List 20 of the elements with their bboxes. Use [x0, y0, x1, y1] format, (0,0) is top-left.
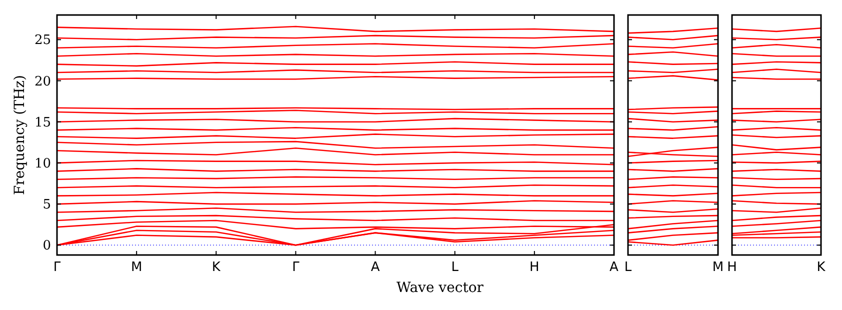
x-tick-label: K	[212, 260, 221, 275]
y-tick-label: 15	[34, 115, 51, 130]
x-axis-title: Wave vector	[396, 280, 484, 296]
x-tick-label: L	[624, 260, 632, 275]
y-tick-label: 20	[34, 74, 51, 90]
y-tick-label: 10	[34, 156, 51, 172]
y-axis-title: Frequency (THz)	[12, 74, 28, 196]
x-tick-label: L	[451, 260, 460, 275]
x-tick-label: Γ	[292, 260, 300, 275]
x-tick-label: H	[727, 260, 737, 275]
x-tick-label: A	[610, 260, 619, 275]
x-tick-label: H	[530, 260, 540, 275]
x-tick-label: M	[712, 260, 724, 275]
x-tick-label: A	[370, 260, 380, 275]
x-tick-label: K	[816, 260, 826, 275]
y-tick-label: 25	[34, 33, 51, 48]
x-tick-label: Γ	[53, 260, 62, 275]
y-tick-label: 5	[42, 198, 51, 213]
x-tick-label: M	[130, 260, 142, 275]
y-tick-label: 0	[42, 238, 51, 254]
